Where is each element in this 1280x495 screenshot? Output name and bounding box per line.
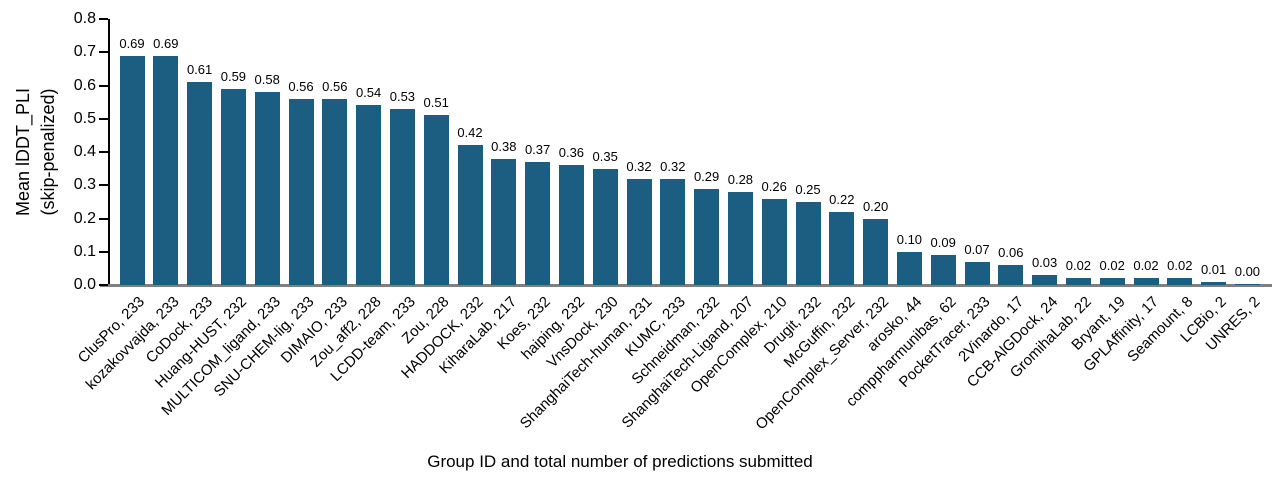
y-tick-label: 0.1 xyxy=(73,242,96,260)
bar xyxy=(1133,278,1159,285)
bar-value-label: 0.51 xyxy=(423,95,449,111)
bar xyxy=(356,105,382,285)
bar-value-label: 0.59 xyxy=(220,68,247,84)
bar xyxy=(761,198,787,285)
bar-value-label: 0.32 xyxy=(626,158,652,174)
bar-value-label: 0.02 xyxy=(1133,258,1159,274)
y-tick-mark xyxy=(99,84,108,87)
bar-value-label: 0.32 xyxy=(660,158,686,174)
bar xyxy=(660,178,686,285)
bar xyxy=(930,255,956,285)
y-tick-label: 0.6 xyxy=(73,76,96,94)
y-axis-line xyxy=(108,19,110,285)
y-tick-label: 0.7 xyxy=(73,43,96,61)
bar xyxy=(964,261,990,285)
bar-value-label: 0.07 xyxy=(964,241,990,257)
y-tick-label: 0.8 xyxy=(73,10,96,27)
y-tick-mark xyxy=(99,18,108,20)
bar-value-label: 0.06 xyxy=(998,245,1024,261)
bar-value-label: 0.36 xyxy=(558,145,585,161)
bar-value-label: 0.22 xyxy=(829,191,855,207)
bar-value-label: 0.29 xyxy=(693,168,720,184)
y-tick-label: 0.3 xyxy=(73,176,96,194)
bar-value-label: 0.25 xyxy=(795,181,821,197)
bar-value-label: 0.69 xyxy=(119,35,145,51)
bar xyxy=(896,251,922,285)
bar-value-label: 0.56 xyxy=(322,78,348,94)
bar xyxy=(1032,275,1058,285)
bar xyxy=(491,158,517,285)
bar xyxy=(1065,278,1091,285)
bar xyxy=(1234,283,1260,285)
bar-value-label: 0.56 xyxy=(288,78,314,94)
bar xyxy=(592,168,618,285)
bar xyxy=(694,188,720,285)
bar-value-label: 0.02 xyxy=(1167,258,1193,274)
y-tick-mark xyxy=(99,217,108,220)
bar-value-label: 0.02 xyxy=(1065,258,1092,274)
bar xyxy=(1099,278,1125,285)
bar xyxy=(1201,281,1227,285)
bar-value-label: 0.03 xyxy=(1031,255,1058,271)
y-tick-label: 0.0 xyxy=(73,276,96,293)
bar-value-label: 0.26 xyxy=(761,178,787,194)
bar xyxy=(423,115,449,285)
bar-value-label: 0.10 xyxy=(896,231,923,247)
bar-value-label: 0.69 xyxy=(153,35,179,51)
y-tick-label: 0.4 xyxy=(73,143,96,160)
y-tick-label: 0.2 xyxy=(73,209,96,227)
bar xyxy=(153,55,179,285)
bar-value-label: 0.09 xyxy=(930,235,956,251)
bar-value-label: 0.58 xyxy=(254,72,280,88)
bar-value-label: 0.38 xyxy=(491,138,517,154)
bar-value-label: 0.37 xyxy=(524,141,551,157)
x-axis-baseline xyxy=(100,284,1272,287)
bar xyxy=(795,201,821,285)
y-tick-mark xyxy=(99,284,108,286)
bar-value-label: 0.28 xyxy=(727,171,754,187)
y-axis-title-line1: Mean lDDT_PLI xyxy=(13,87,33,217)
bar xyxy=(727,191,753,285)
bar xyxy=(1167,278,1193,285)
bar xyxy=(288,98,314,285)
y-tick-mark xyxy=(99,184,108,187)
y-tick-mark xyxy=(99,51,108,54)
bar-value-label: 0.42 xyxy=(457,125,483,141)
y-axis-title: Mean lDDT_PLI (skip-penalized) xyxy=(11,88,61,216)
bar xyxy=(863,218,889,285)
bar xyxy=(558,165,584,285)
x-axis-title: Group ID and total number of predictions… xyxy=(427,452,813,471)
bar xyxy=(389,108,415,285)
bar xyxy=(457,145,483,285)
bar-value-label: 0.01 xyxy=(1200,261,1227,277)
bar xyxy=(187,82,213,285)
bar-value-label: 0.20 xyxy=(862,198,889,214)
y-tick-mark xyxy=(99,117,108,120)
bar xyxy=(322,98,348,285)
bar xyxy=(525,161,551,285)
bar-value-label: 0.02 xyxy=(1099,258,1125,274)
bar xyxy=(220,88,246,285)
bar xyxy=(998,265,1024,285)
bar-value-label: 0.00 xyxy=(1234,263,1261,279)
bar xyxy=(829,211,855,285)
bar xyxy=(626,178,652,285)
bar xyxy=(119,55,145,285)
bar xyxy=(254,92,280,285)
y-tick-mark xyxy=(99,250,108,253)
bar-value-label: 0.35 xyxy=(592,148,618,164)
bar-value-label: 0.53 xyxy=(389,88,416,104)
bar-value-label: 0.61 xyxy=(186,62,213,78)
bar-value-label: 0.54 xyxy=(355,85,382,101)
y-tick-mark xyxy=(99,151,108,153)
y-tick-label: 0.5 xyxy=(73,109,96,127)
